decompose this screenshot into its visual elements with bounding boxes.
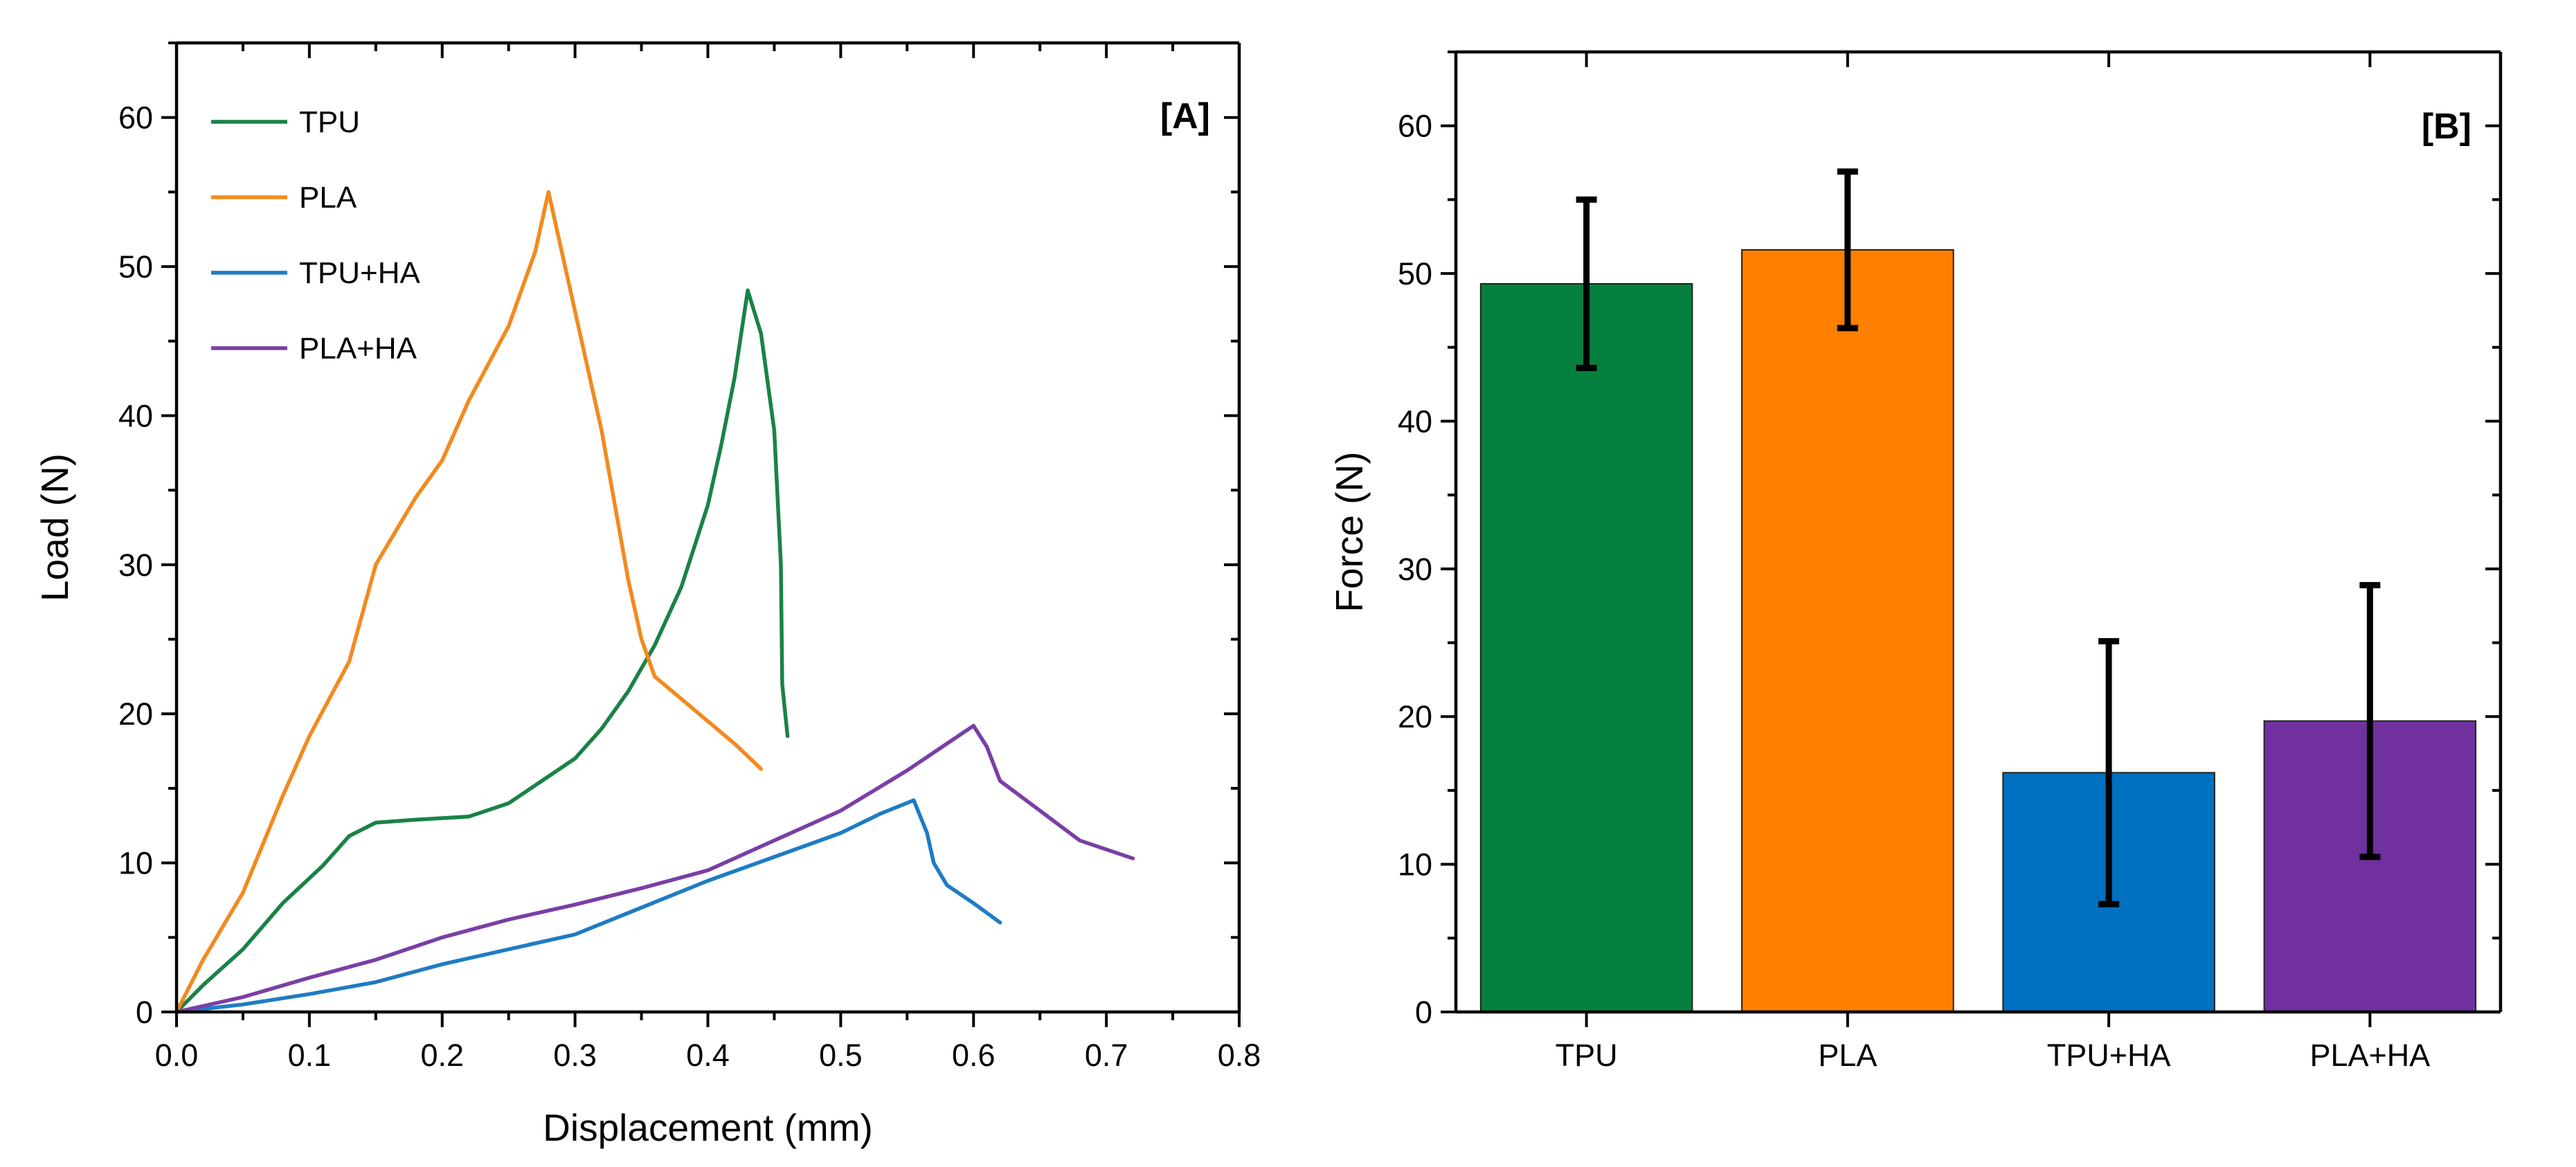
legend-label: TPU — [299, 105, 360, 139]
x-tick-label: 0.0 — [155, 1038, 199, 1073]
category-label: PLA+HA — [2309, 1038, 2430, 1073]
y-tick-label: 50 — [1398, 256, 1432, 291]
error-bar — [2098, 637, 2120, 907]
x-tick-label: 0.2 — [420, 1038, 464, 1073]
x-tick-label: 0.5 — [819, 1038, 863, 1073]
legend-label: PLA — [299, 181, 357, 215]
series-line-pla-ha — [174, 723, 1135, 1014]
y-tick-label: 30 — [1398, 552, 1432, 587]
x-tick-label: 0.3 — [553, 1038, 597, 1073]
x-tick-label: 0.4 — [686, 1038, 730, 1073]
panel-a-y-axis-title: Load (N) — [33, 453, 76, 601]
x-tick-label: 0.8 — [1218, 1038, 1261, 1073]
y-tick-label: 0 — [136, 995, 153, 1030]
y-tick-label: 40 — [118, 398, 153, 433]
y-tick-label: 20 — [1398, 699, 1432, 734]
bar-tpu — [1479, 283, 1693, 1013]
legend-label: TPU+HA — [299, 256, 420, 290]
panel-b-bars — [1479, 248, 2477, 1013]
legend-label: PLA+HA — [299, 332, 417, 365]
y-tick-label: 10 — [118, 846, 153, 881]
panel-b-bar-chart: TPU PLA TPU+HA PLA+HA 0 10 20 30 40 50 60 [B] Forc… — [1328, 50, 2503, 1073]
error-bar — [2359, 581, 2381, 860]
y-tick-label: 10 — [1398, 847, 1432, 883]
x-tick-label: 0.7 — [1085, 1038, 1128, 1073]
panel-a-axes: 0.0 0.1 0.2 0.3 0.4 0.5 0.6 0.7 0.8 0 10 20 30 40 50 60 — [118, 41, 1261, 1073]
panel-a-label: [A] — [1160, 96, 1210, 136]
panel-a-legend: TPU PLA TPU+HA PLA+HA — [211, 105, 420, 365]
panel-b-y-axis-title: Force (N) — [1328, 451, 1371, 612]
panel-a-x-axis-title: Displacement (mm) — [543, 1106, 873, 1149]
panel-a-line-chart: TPU PLA TPU+HA PLA+HA 0.0 0.1 0.2 0.3 0.4 0.5 0.6… — [33, 41, 1261, 1149]
category-label: TPU — [1556, 1038, 1618, 1073]
y-tick-label: 60 — [118, 100, 153, 136]
y-tick-label: 50 — [118, 249, 153, 284]
panel-b-label: [B] — [2422, 107, 2471, 147]
category-label: TPU+HA — [2047, 1038, 2171, 1073]
y-tick-label: 20 — [118, 696, 153, 732]
y-tick-label: 60 — [1398, 109, 1432, 144]
y-tick-label: 40 — [1398, 404, 1432, 439]
y-tick-label: 30 — [118, 548, 153, 583]
series-line-tpu — [174, 288, 790, 1014]
panel-a-series-lines — [174, 190, 1135, 1014]
x-tick-label: 0.1 — [288, 1038, 332, 1073]
panel-b-axes: TPU PLA TPU+HA PLA+HA 0 10 20 30 40 50 60 — [1398, 50, 2503, 1073]
y-tick-label: 0 — [1415, 995, 1432, 1030]
bar-pla — [1741, 248, 1954, 1013]
series-line-tpu-ha — [174, 798, 1002, 1014]
series-line-pla — [174, 190, 764, 1014]
category-label: PLA — [1818, 1038, 1877, 1073]
error-bar — [1837, 168, 1858, 332]
error-bar — [1576, 196, 1597, 372]
x-tick-label: 0.6 — [952, 1038, 996, 1073]
panel-b-error-bars — [1576, 168, 2381, 907]
